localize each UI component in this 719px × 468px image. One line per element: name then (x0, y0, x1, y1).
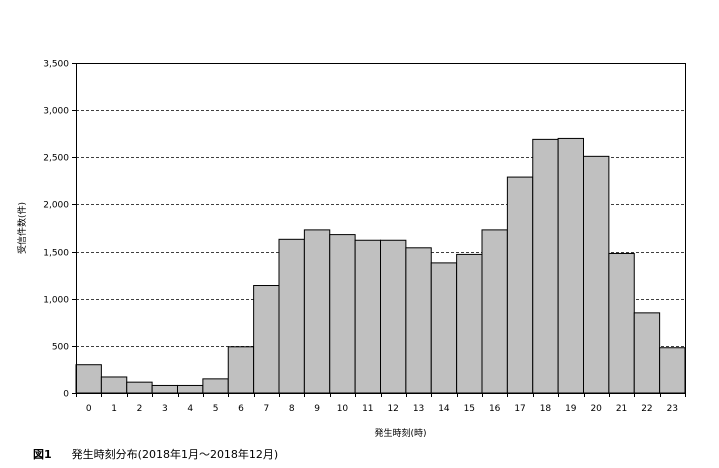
x-tick-label: 0 (86, 404, 92, 414)
y-tick-label: 2,000 (43, 201, 69, 211)
x-tick-label: 5 (213, 404, 219, 414)
bar-hour-6 (227, 346, 255, 394)
bar-hour-9 (303, 229, 331, 394)
figure-caption: 図1 発生時刻分布(2018年1月〜2018年12月) (33, 446, 278, 462)
x-tick-label: 17 (514, 404, 525, 414)
x-tick-label: 12 (387, 404, 398, 414)
y-tick-label: 3,000 (43, 107, 69, 117)
figure-number: 図1 (33, 448, 52, 461)
x-tick-label: 6 (238, 404, 244, 414)
bar-hour-3 (151, 384, 178, 394)
x-tick-label: 22 (641, 404, 652, 414)
y-axis-label: 受信件数(件) (16, 202, 28, 254)
bar-hour-8 (278, 238, 305, 394)
bar-hour-20 (583, 155, 610, 394)
x-tick-label: 11 (362, 404, 373, 414)
bar-hour-5 (202, 378, 229, 394)
bar-hour-13 (405, 247, 432, 394)
bar-hour-16 (481, 229, 508, 394)
x-tick-label: 3 (162, 404, 168, 414)
x-tick-label: 18 (540, 404, 552, 414)
y-tick-label: 500 (52, 343, 69, 353)
bar-hour-2 (126, 381, 153, 394)
bar-hour-14 (430, 262, 458, 394)
x-tick-label: 2 (137, 404, 143, 414)
bar-hour-10 (329, 234, 356, 394)
bar-hour-11 (354, 239, 381, 394)
x-tick-label: 14 (438, 404, 450, 414)
y-tick-label: 1,000 (43, 296, 69, 306)
bar-hour-17 (506, 176, 534, 394)
x-axis-label: 発生時刻(時) (374, 427, 426, 439)
x-axis-ticks: 0 1 2 3 4 5 6 7 8 9 10 11 12 13 14 15 16 17 18 19 20 21 22 23 (76, 393, 686, 414)
x-tick-label: 23 (667, 404, 678, 414)
bars (75, 137, 686, 394)
bar-hour-7 (253, 285, 280, 394)
bar-hour-22 (633, 312, 661, 394)
bar-hour-23 (659, 347, 686, 394)
y-tick-label: 1,500 (43, 249, 69, 259)
bar-hour-1 (100, 376, 128, 394)
x-tick-label: 7 (263, 404, 269, 414)
x-tick-label: 19 (565, 404, 577, 414)
bar-hour-0 (75, 364, 102, 394)
y-tick-label: 3,500 (43, 60, 69, 70)
bar-hour-18 (532, 138, 559, 394)
figure-caption-text: 発生時刻分布(2018年1月〜2018年12月) (71, 448, 279, 461)
x-tick-label: 1 (111, 404, 117, 414)
bar-hour-21 (608, 252, 635, 394)
bar-hour-19 (557, 137, 584, 394)
y-tick-label: 2,500 (43, 154, 69, 164)
x-tick-label: 20 (590, 404, 602, 414)
x-tick-label: 16 (489, 404, 501, 414)
x-tick-label: 8 (289, 404, 295, 414)
bar-hour-15 (456, 253, 483, 394)
x-tick-label: 4 (187, 404, 193, 414)
bar-hour-12 (380, 239, 407, 394)
bar-hour-4 (177, 384, 204, 394)
x-tick-label: 10 (337, 404, 349, 414)
x-tick-label: 9 (314, 404, 320, 414)
x-tick-label: 13 (413, 404, 424, 414)
x-tick-label: 15 (464, 404, 475, 414)
y-axis-ticks: 0 500 1,000 1,500 2,000 2,500 3,000 3,500 (43, 60, 76, 400)
x-tick-label: 21 (616, 404, 627, 414)
y-tick-label: 0 (63, 390, 69, 400)
